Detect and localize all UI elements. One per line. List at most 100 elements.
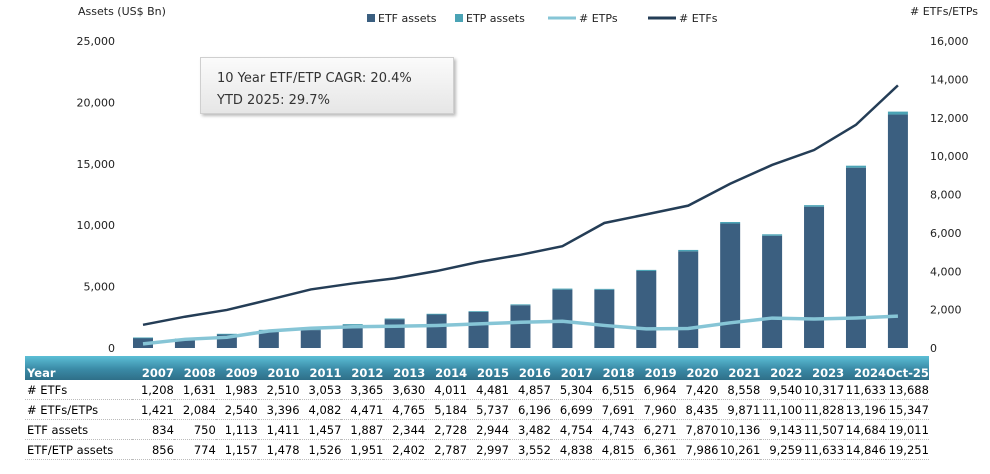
table-cell: 1,951: [341, 439, 384, 460]
etp-assets-bar: [887, 111, 908, 115]
table-cell: 9,259: [760, 439, 803, 460]
table-cell: 1,887: [341, 419, 384, 440]
table-cell: 4,481: [467, 380, 510, 400]
table-cell: 6,271: [634, 419, 677, 440]
cagr-annotation: 10 Year ETF/ETP CAGR: 20.4% YTD 2025: 29…: [200, 57, 454, 114]
table-cell: 1,113: [215, 419, 258, 440]
etfs-count-line: [142, 84, 899, 327]
year-header-cell: 2014: [425, 356, 468, 380]
etp-assets-bar: [468, 311, 489, 312]
right-tick-label: 2,000: [930, 304, 962, 317]
year-header-cell: 2021: [718, 356, 761, 380]
year-header-cell: 2009: [215, 356, 258, 380]
table-cell: 6,699: [550, 399, 593, 420]
table-cell: 4,754: [550, 419, 593, 440]
table-cell: 5,304: [550, 380, 593, 400]
table-cell: 3,365: [341, 380, 384, 400]
etp-assets-bar: [552, 288, 573, 290]
table-cell: 3,053: [299, 380, 342, 400]
etf-assets-bar: [678, 251, 699, 348]
table-cell: 5,737: [467, 399, 510, 420]
table-row: ETF assets 834 750 1,113 1,411 1,457 1,887 2,34…: [25, 419, 929, 440]
etf-assets-bar: [594, 289, 615, 348]
row-label: # ETFs/ETPs: [25, 399, 132, 420]
table-cell: 4,743: [592, 419, 635, 440]
table-cell: 7,420: [676, 380, 719, 400]
header-cell: Year: [25, 356, 132, 380]
year-header-cell: 2015: [467, 356, 510, 380]
etp-assets-bar: [133, 337, 153, 339]
row-label: ETF/ETP assets: [25, 439, 132, 460]
right-tick-label: 4,000: [930, 265, 962, 278]
table-cell: 1,157: [215, 439, 258, 460]
right-tick-label: 12,000: [930, 112, 969, 125]
etp-assets-bar: [594, 288, 615, 290]
etf-assets-bar: [845, 167, 866, 348]
row-label: ETF assets: [25, 419, 132, 440]
etf-assets-bar: [804, 206, 825, 348]
ytd-text: YTD 2025: 29.7%: [217, 93, 330, 108]
row-label: # ETFs: [25, 380, 132, 400]
table-cell: 5,184: [425, 399, 468, 420]
legend-label: ETF assets: [378, 12, 437, 25]
table-row: ETF/ETP assets 856 774 1,157 1,478 1,526 1,951…: [25, 439, 929, 460]
table-cell: 3,396: [257, 399, 300, 420]
table-cell: 9,143: [760, 419, 803, 440]
table-cell: 10,317: [802, 380, 845, 400]
etf-assets-bar: [887, 114, 908, 348]
left-tick-label: 25,000: [77, 35, 116, 48]
table-cell: 834: [132, 419, 174, 440]
legend-swatch: [367, 14, 375, 22]
etps-count-line: [142, 314, 898, 346]
table-cell: 11,633: [844, 380, 887, 400]
table-row: # ETFs/ETPs 1,421 2,084 2,540 3,396 4,082 4,47…: [25, 399, 929, 420]
table-cell: 1,421: [132, 399, 174, 420]
year-header-cell: 2022: [760, 356, 803, 380]
year-header-cell: 2008: [173, 356, 216, 380]
table-cell: 4,011: [425, 380, 468, 400]
table-cell: 7,986: [676, 439, 719, 460]
etf-assets-bar: [720, 223, 741, 348]
table-cell: 2,728: [425, 419, 468, 440]
year-header-cell: 2012: [341, 356, 384, 380]
etp-assets-bar: [510, 304, 531, 306]
right-tick-label: 6,000: [930, 227, 962, 240]
etp-assets-bar: [804, 205, 825, 207]
etf-assets-bar: [300, 330, 321, 348]
etf-assets-bar: [174, 338, 195, 348]
left-axis-label: Assets (US$ Bn): [78, 5, 166, 18]
etf-assets-bar: [384, 319, 405, 348]
table-cell: 6,196: [509, 399, 551, 420]
etp-assets-bar: [216, 333, 237, 335]
table-cell: 2,084: [173, 399, 216, 420]
year-header-cell: 2020: [676, 356, 719, 380]
table-cell: 1,478: [257, 439, 300, 460]
table-cell: 2,344: [383, 419, 426, 440]
etf-assets-bar: [342, 324, 363, 348]
legend-label: ETP assets: [466, 12, 525, 25]
table-cell: 2,944: [467, 419, 510, 440]
legend-swatch: [455, 14, 463, 22]
right-axis-label: # ETFs/ETPs: [910, 5, 978, 18]
year-header-cell: 2007: [132, 356, 174, 380]
table-cell: 13,196: [844, 399, 887, 420]
table-cell: 11,828: [802, 399, 845, 420]
table-cell: 1,983: [215, 380, 258, 400]
table-cell: 2,997: [467, 439, 510, 460]
table-cell: 2,787: [425, 439, 468, 460]
data-table: Year 2007 2008 2009 2010 2011 2012 2013 2014 2015…: [25, 356, 929, 460]
etp-assets-bar: [678, 249, 699, 252]
etf-assets-bar: [636, 270, 657, 348]
table-row: # ETFs 1,208 1,631 1,983 2,510 3,053 3,365 3,63…: [25, 380, 929, 400]
etp-assets-bar: [342, 324, 363, 325]
etp-assets-bar: [720, 221, 741, 224]
table-cell: 19,251: [886, 439, 929, 460]
etf-assets-bar: [258, 330, 279, 348]
right-tick-label: 10,000: [930, 150, 969, 163]
table-cell: 10,136: [718, 419, 761, 440]
table-cell: 11,633: [802, 439, 845, 460]
etp-assets-bar: [426, 313, 447, 315]
legend-label: # ETPs: [579, 12, 618, 25]
table-cell: 7,870: [676, 419, 719, 440]
